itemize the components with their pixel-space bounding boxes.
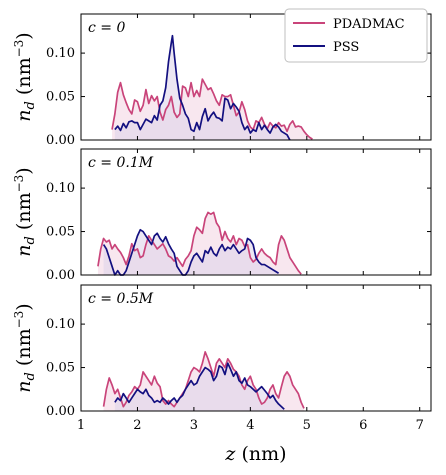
panels: 0.00 0.05 0.10 c = 0 nd (nm−3) 0.00 0.05 0.10 c … [12, 13, 432, 433]
x-tick-label: 3 [190, 418, 198, 433]
y-axis-label: nd (nm−3) [12, 303, 38, 392]
x-tick-label: 6 [359, 418, 367, 433]
x-tick-label: 4 [246, 418, 254, 433]
y-tick-label: 0.10 [46, 317, 75, 332]
panel-2: 0.00 0.05 0.10 c = 0.1M nd (nm−3) [12, 148, 432, 283]
y-tick-label: 0.10 [46, 46, 75, 61]
legend-label-pss: PSS [333, 40, 359, 55]
series-line-pss [114, 34, 291, 141]
panel-3: 1 2 3 4 5 6 7 0.00 0.05 0.10 c = 0.5M nd (nm−3) [12, 284, 432, 433]
y-axis-label: nd (nm−3) [12, 167, 38, 256]
y-tick-label: 0.05 [46, 361, 75, 376]
plot-frame [80, 284, 432, 412]
panel-1: 0.00 0.05 0.10 c = 0 nd (nm−3) [12, 13, 432, 148]
x-tick-label: 1 [77, 418, 85, 433]
y-tick-label: 0.05 [46, 90, 75, 105]
panel-label: c = 0.5M [88, 291, 154, 307]
panel-label: c = 0 [88, 20, 125, 36]
series-line-pdadmac [97, 211, 302, 275]
legend: PDADMAC PSS [284, 8, 428, 63]
plot-frame [80, 148, 432, 276]
legend-label-pdadmac: PDADMAC [333, 17, 405, 32]
series-line-pdadmac [111, 78, 313, 140]
panel-label: c = 0.1M [88, 155, 154, 171]
y-axis-label: nd (nm−3) [12, 32, 38, 121]
y-tick-label: 0.00 [46, 268, 75, 283]
y-tick-label: 0.10 [46, 181, 75, 196]
x-tick-label: 5 [303, 418, 311, 433]
x-axis-label: z (nm) [224, 443, 286, 465]
plot-frame [80, 13, 432, 141]
y-tick-label: 0.05 [46, 225, 75, 240]
series-line-pss [114, 362, 285, 410]
y-tick-label: 0.00 [46, 404, 75, 419]
series-line-pss [102, 228, 280, 276]
y-tick-label: 0.00 [46, 133, 75, 148]
area-fill-pss [114, 363, 285, 411]
x-tick-label: 2 [133, 418, 141, 433]
x-tick-label: 7 [416, 418, 424, 433]
